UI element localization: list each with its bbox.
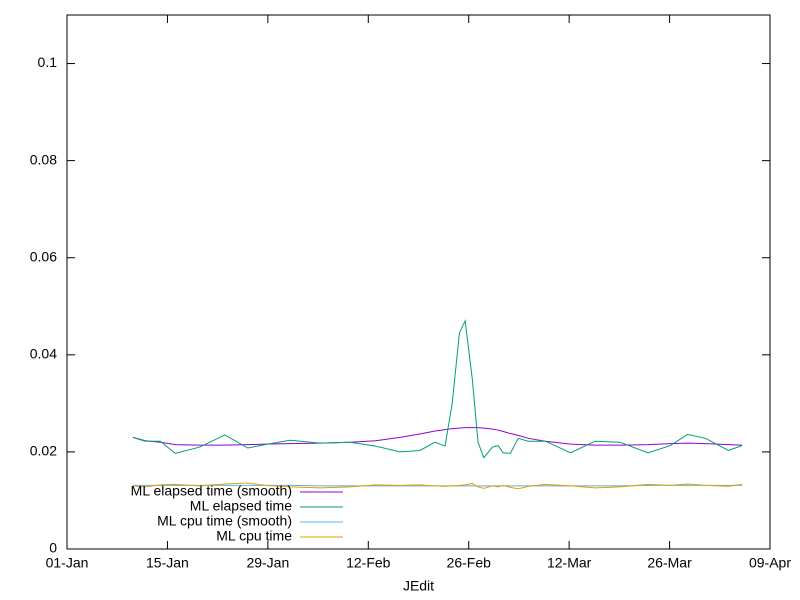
plot-frame	[66, 14, 771, 550]
y-tick-label: 0.02	[30, 443, 57, 459]
x-tick-label: 15-Jan	[146, 555, 189, 571]
series-line	[132, 427, 743, 446]
y-tick-label: 0.04	[30, 346, 57, 362]
y-tick-label: 0.08	[30, 151, 57, 167]
series-line	[132, 482, 743, 490]
legend-label: ML elapsed time (smooth)	[131, 483, 292, 499]
x-axis-label: JEdit	[403, 578, 434, 594]
legend-label: ML cpu time (smooth)	[157, 513, 292, 529]
x-tick-label: 26-Mar	[647, 555, 692, 571]
y-tick-label: 0.06	[30, 248, 57, 264]
legend-label: ML cpu time	[216, 528, 292, 544]
x-tick-label: 01-Jan	[46, 555, 89, 571]
series-line	[132, 319, 743, 459]
x-tick-label: 12-Feb	[346, 555, 391, 571]
x-tick-label: 26-Feb	[447, 555, 492, 571]
y-tick-label: 0.1	[38, 54, 58, 70]
x-tick-label: 29-Jan	[246, 555, 289, 571]
x-tick-label: 09-Apr	[749, 555, 791, 571]
x-tick-label: 12-Mar	[547, 555, 592, 571]
y-tick-label: 0	[49, 540, 57, 556]
legend-label: ML elapsed time	[190, 498, 292, 514]
